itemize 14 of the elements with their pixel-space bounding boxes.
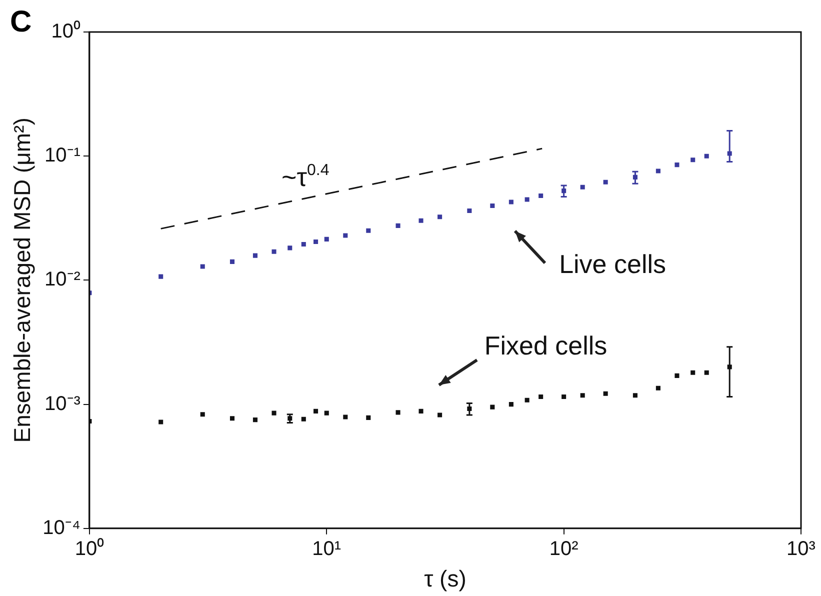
y-tick-label: 10⁻¹ bbox=[44, 144, 81, 167]
annotation: Fixed cells bbox=[484, 330, 608, 361]
annotation: Live cells bbox=[559, 248, 666, 279]
x-tick-label: 10² bbox=[549, 538, 579, 560]
chart-title: C bbox=[10, 5, 32, 38]
y-axis-title: Ensemble-averaged MSD (μm²) bbox=[9, 118, 36, 443]
x-tick-label: 10⁰ bbox=[74, 536, 104, 560]
y-tick-label: 10⁻³ bbox=[44, 392, 81, 415]
y-tick-label: 10⁻⁴ bbox=[42, 516, 80, 539]
x-tick-label: 10¹ bbox=[312, 538, 342, 560]
y-tick-label: 10⁰ bbox=[51, 20, 80, 43]
x-tick-label: 10³ bbox=[786, 538, 816, 560]
x-axis-title: τ (s) bbox=[424, 566, 466, 592]
y-tick-label: 10⁻² bbox=[44, 268, 81, 291]
